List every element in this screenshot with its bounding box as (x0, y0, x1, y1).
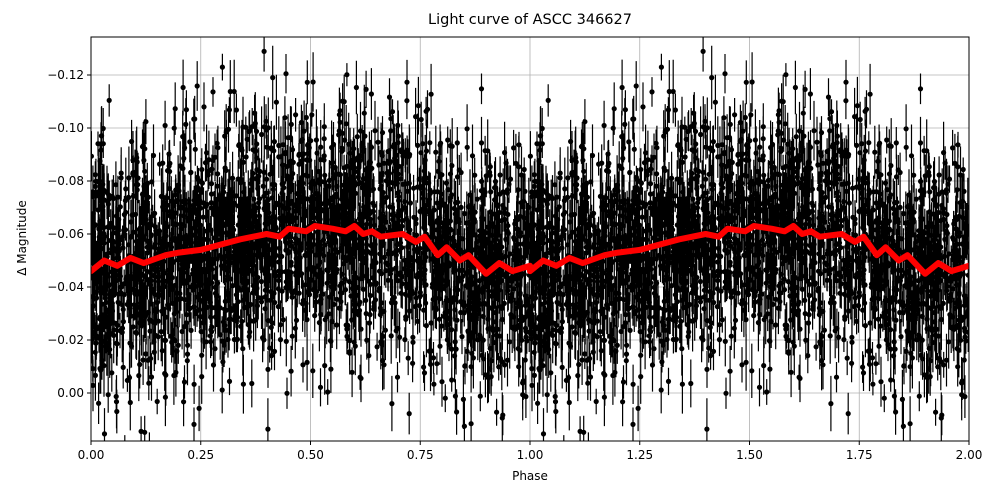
y-tick-label: −0.08 (47, 174, 84, 188)
x-tick-label: 1.25 (626, 448, 653, 462)
x-tick-label: 1.50 (736, 448, 763, 462)
y-axis-label: Δ Magnitude (15, 200, 29, 276)
x-tick-label: 0.50 (297, 448, 324, 462)
x-tick-label: 0.00 (78, 448, 105, 462)
x-tick-label: 2.00 (956, 448, 983, 462)
x-tick-label: 0.25 (187, 448, 214, 462)
x-axis-label: Phase (512, 469, 548, 483)
y-tick-label: −0.12 (47, 68, 84, 82)
chart-title: Light curve of ASCC 346627 (428, 12, 632, 28)
y-axis-ticks: 0.00 −0.02 −0.04 −0.06 −0.08 −0.10 −0.12 (47, 68, 91, 400)
observations-series (91, 37, 969, 441)
x-tick-label: 0.75 (407, 448, 434, 462)
x-tick-label: 1.75 (846, 448, 873, 462)
y-tick-label: 0.00 (57, 386, 84, 400)
x-axis-ticks: 0.00 0.25 0.50 0.75 1.00 1.25 1.50 1.75 2.00 (78, 441, 983, 462)
y-tick-label: −0.02 (47, 333, 84, 347)
binned-curve-series (91, 223, 969, 277)
y-tick-label: −0.06 (47, 227, 84, 241)
y-tick-label: −0.10 (47, 121, 84, 135)
y-tick-label: −0.04 (47, 280, 84, 294)
x-tick-label: 1.00 (517, 448, 544, 462)
